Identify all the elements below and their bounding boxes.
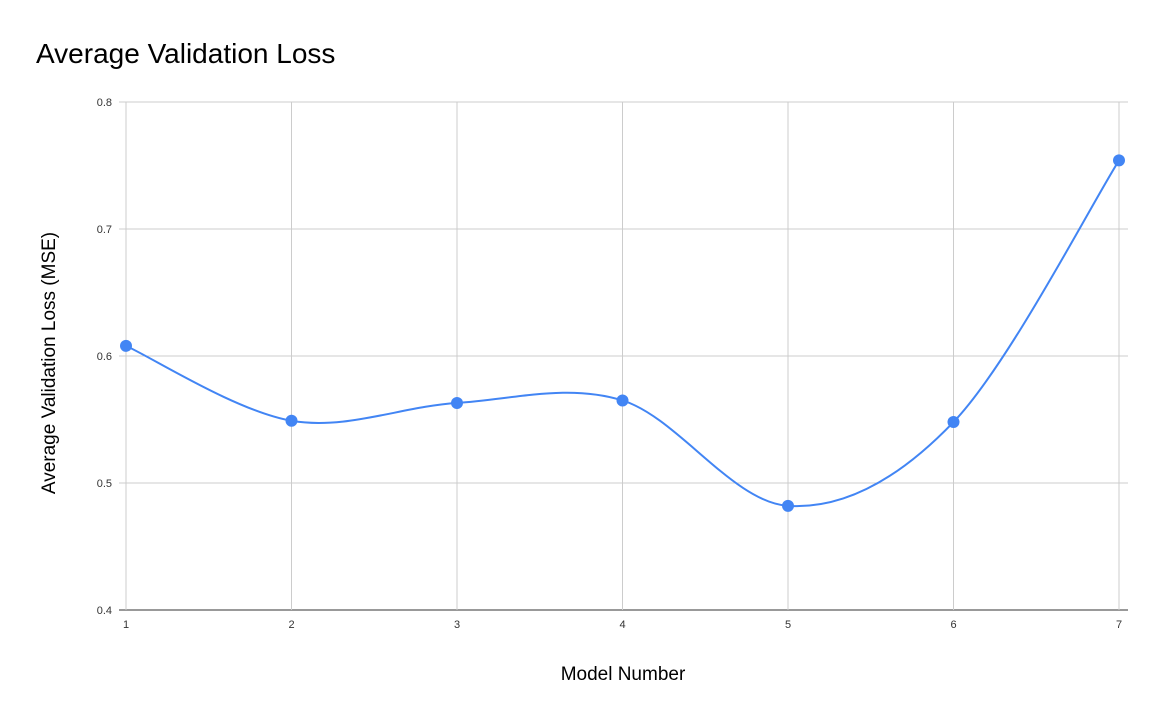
x-tick-label: 2: [288, 619, 294, 631]
data-point[interactable]: [1113, 154, 1125, 167]
data-point[interactable]: [285, 414, 298, 427]
y-tick-label: 0.5: [97, 478, 112, 490]
y-tick-label: 0.6: [97, 351, 112, 363]
y-tick-label: 0.8: [97, 97, 112, 109]
x-tick-label: 5: [785, 619, 791, 631]
y-axis-label: Average Validation Loss (MSE): [39, 232, 60, 494]
x-tick-label: 6: [950, 619, 956, 631]
y-tick-label: 0.7: [97, 224, 112, 236]
x-tick-label: 3: [454, 619, 460, 631]
data-point[interactable]: [451, 396, 463, 409]
data-point[interactable]: [782, 499, 794, 512]
series-layer: [120, 154, 1125, 512]
data-point[interactable]: [947, 416, 960, 429]
data-point[interactable]: [616, 394, 629, 407]
x-tick-label: 7: [1116, 619, 1122, 631]
x-axis-label: Model Number: [561, 664, 686, 685]
data-point[interactable]: [120, 339, 132, 352]
tick-labels: 0.8 0.7 0.6 0.5 0.4 1 2 3 4 5 6 7: [97, 97, 1122, 631]
x-tick-label: 1: [123, 619, 129, 631]
gridlines: [119, 101, 1128, 611]
chart-title: Average Validation Loss: [36, 38, 335, 69]
y-tick-label: 0.4: [97, 605, 112, 617]
x-tick-label: 4: [619, 619, 625, 631]
